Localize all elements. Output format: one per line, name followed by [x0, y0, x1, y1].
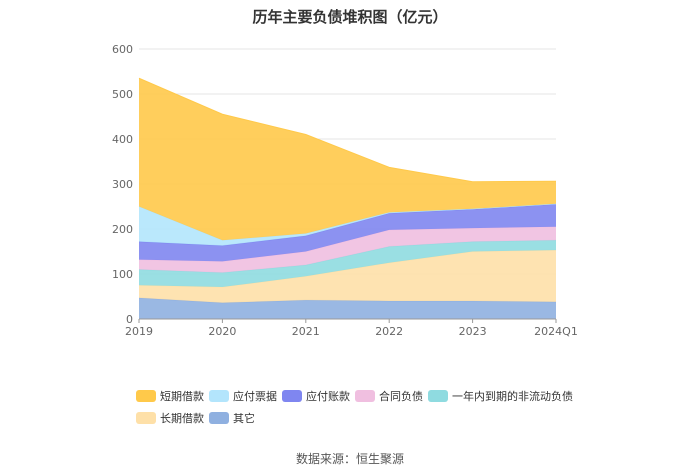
legend-item-contract-liabilities[interactable]: 合同负债	[355, 388, 423, 404]
legend-label: 应付票据	[233, 390, 277, 403]
legend-label: 应付账款	[306, 390, 350, 403]
y-tick-label: 500	[112, 88, 133, 101]
legend-item-long-term-loans[interactable]: 长期借款	[136, 410, 204, 426]
legend-label: 一年内到期的非流动负债	[452, 390, 573, 403]
legend-swatch	[355, 390, 375, 402]
x-tick-label: 2023	[459, 325, 487, 338]
legend-swatch	[282, 390, 302, 402]
legend-swatch	[209, 412, 229, 424]
legend-item-accounts-payable[interactable]: 应付账款	[282, 388, 350, 404]
legend-item-current-noncurrent-liabilities[interactable]: 一年内到期的非流动负债	[428, 388, 573, 404]
legend-swatch	[428, 390, 448, 402]
area-series[interactable]	[139, 250, 556, 303]
y-tick-label: 200	[112, 223, 133, 236]
x-tick-label: 2024Q1	[534, 325, 578, 338]
area-series[interactable]	[139, 203, 556, 246]
x-tick-label: 2020	[208, 325, 236, 338]
x-tick-label: 2019	[125, 325, 153, 338]
x-tick-label: 2021	[292, 325, 320, 338]
legend-label: 其它	[233, 412, 255, 425]
data-source: 数据来源：恒生聚源	[295, 452, 404, 466]
area-series[interactable]	[139, 226, 556, 273]
y-tick-label: 300	[112, 178, 133, 191]
area-series[interactable]	[139, 204, 556, 262]
y-tick-label: 600	[112, 43, 133, 56]
legend-item-notes-payable[interactable]: 应付票据	[209, 388, 277, 404]
area-series[interactable]	[139, 297, 556, 319]
legend-label: 长期借款	[160, 412, 204, 425]
legend-swatch	[136, 412, 156, 424]
stacked-area-chart: 0 100 200 300 400 500 600 2019 2020 2021 2022 2023 2…	[112, 43, 578, 338]
x-tick-label: 2022	[375, 325, 403, 338]
legend-item-other[interactable]: 其它	[209, 410, 255, 426]
area-series[interactable]	[139, 240, 556, 288]
legend-label: 合同负债	[379, 390, 423, 403]
chart-title: 历年主要负债堆积图（亿元）	[252, 8, 448, 26]
y-tick-label: 0	[126, 313, 133, 326]
legend-swatch	[209, 390, 229, 402]
y-tick-label: 100	[112, 268, 133, 281]
area-series[interactable]	[139, 78, 556, 241]
series-line	[138, 77, 557, 183]
legend-swatch	[136, 390, 156, 402]
legend-item-short-term-loans[interactable]: 短期借款	[136, 388, 204, 404]
legend-label: 短期借款	[160, 390, 204, 403]
y-tick-label: 400	[112, 133, 133, 146]
